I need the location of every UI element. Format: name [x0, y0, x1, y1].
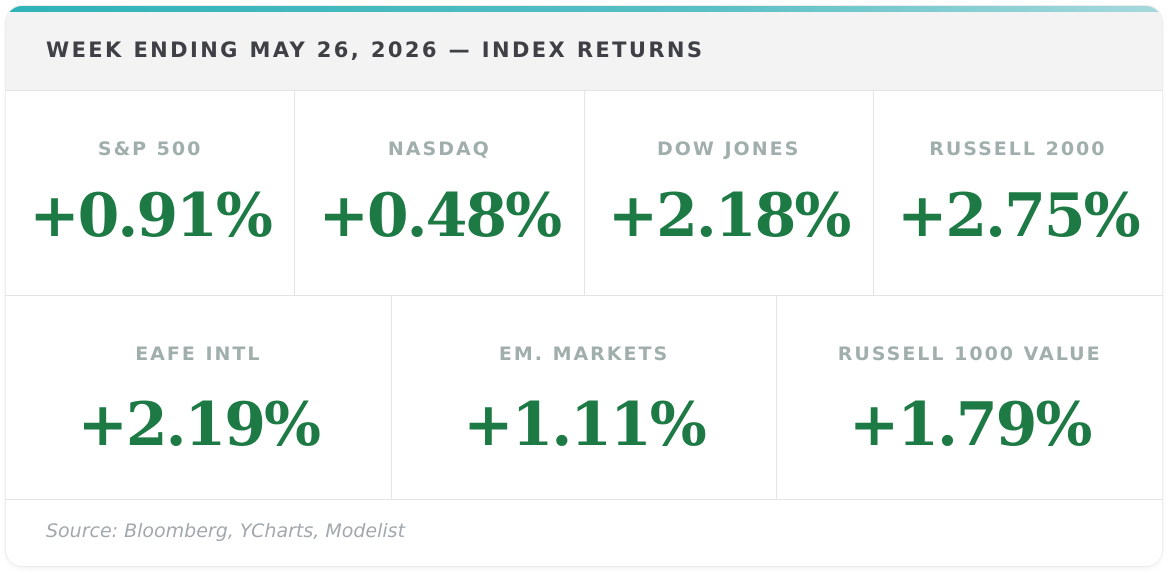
index-return-value: +2.18%: [607, 181, 851, 251]
index-tile-dow-jones: DOW JONES +2.18%: [585, 91, 874, 295]
index-return-value: +1.11%: [463, 390, 706, 460]
index-tile-sp500: S&P 500 +0.91%: [6, 91, 296, 295]
index-label: S&P 500: [97, 138, 203, 160]
index-label: RUSSELL 2000: [929, 138, 1107, 160]
index-tile-russell-2000: RUSSELL 2000 +2.75%: [874, 91, 1162, 295]
index-return-value: +1.79%: [848, 390, 1092, 460]
card-header: WEEK ENDING MAY 26, 2026 — INDEX RETURNS: [6, 12, 1162, 91]
index-row-2: EAFE INTL +2.19% EM. MARKETS +1.11% RUSS…: [6, 296, 1162, 500]
index-return-value: +2.75%: [897, 181, 1140, 251]
index-label: EAFE INTL: [135, 343, 262, 365]
index-label: DOW JONES: [656, 138, 801, 160]
source-note: Source: Bloomberg, YCharts, Modelist: [46, 520, 406, 542]
card-title: WEEK ENDING MAY 26, 2026 — INDEX RETURNS: [46, 38, 705, 62]
index-row-1: S&P 500 +0.91% NASDAQ +0.48% DOW JONES +…: [6, 91, 1162, 296]
index-return-value: +0.48%: [318, 181, 562, 251]
index-label: RUSSELL 1000 VALUE: [837, 343, 1102, 365]
index-tile-russell-1000-value: RUSSELL 1000 VALUE +1.79%: [777, 296, 1162, 499]
accent-bar: [6, 6, 1162, 12]
index-returns-card: WEEK ENDING MAY 26, 2026 — INDEX RETURNS…: [6, 6, 1162, 566]
index-tile-nasdaq: NASDAQ +0.48%: [295, 91, 585, 295]
index-label: NASDAQ: [387, 138, 491, 160]
index-tile-em-markets: EM. MARKETS +1.11%: [392, 296, 778, 499]
index-label: EM. MARKETS: [498, 343, 670, 365]
index-tile-eafe-intl: EAFE INTL +2.19%: [6, 296, 392, 499]
index-return-value: +0.91%: [29, 181, 272, 251]
card-footer: Source: Bloomberg, YCharts, Modelist: [6, 500, 1162, 566]
index-return-value: +2.19%: [77, 390, 321, 460]
